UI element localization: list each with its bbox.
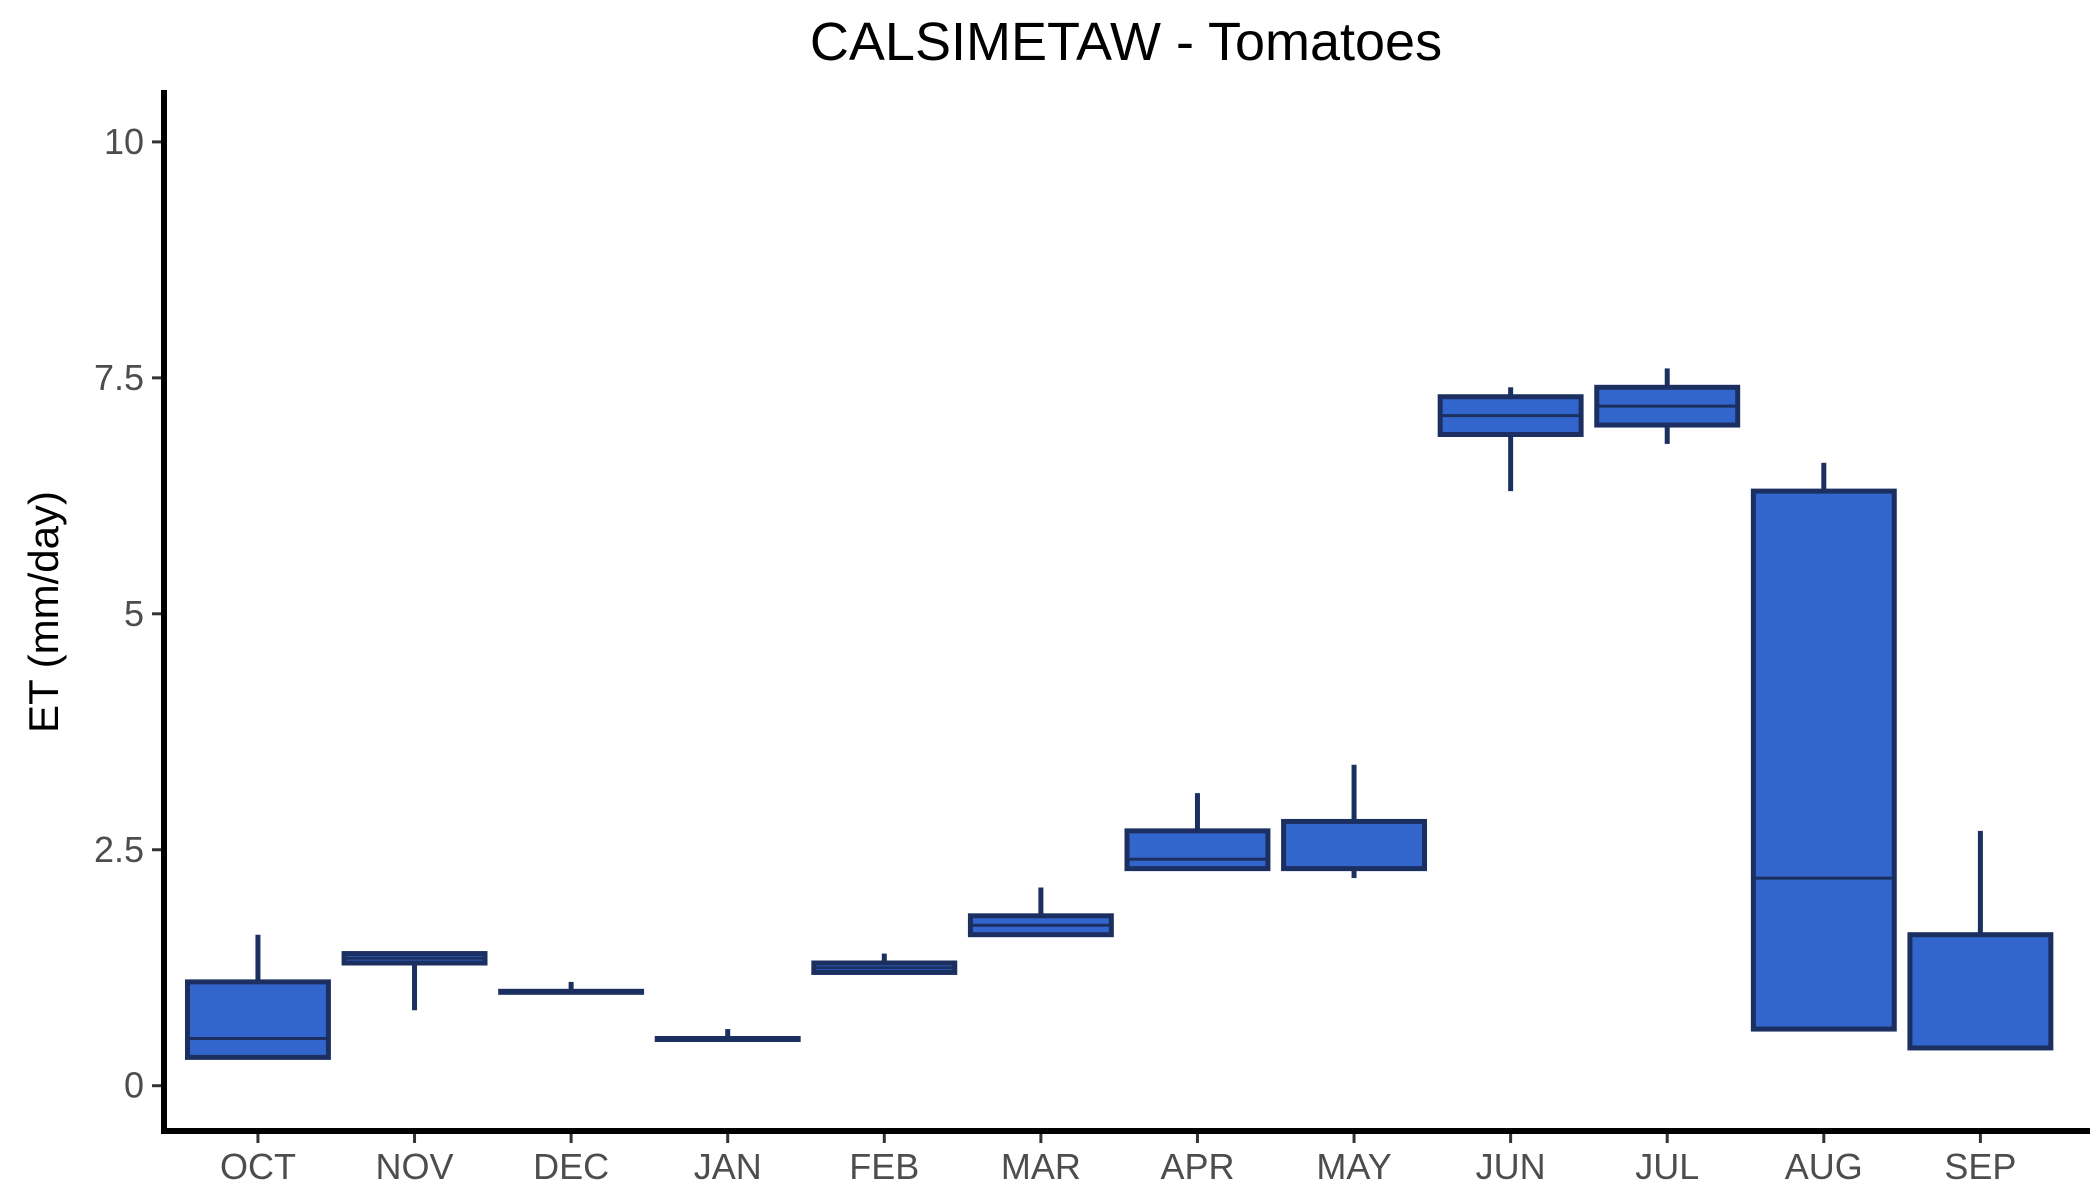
x-tick-label: AUG — [1785, 1146, 1863, 1187]
x-tick-label: JAN — [694, 1146, 762, 1187]
box-feb — [811, 953, 958, 975]
box-jun — [1437, 387, 1584, 492]
box-body — [1750, 488, 1897, 1032]
y-tick-label: 10 — [104, 121, 144, 162]
box-body — [1281, 818, 1428, 872]
x-axis-ticks: OCT NOV DEC JAN FEB MAR APR MAY JUN JUL AUG SEP — [220, 1131, 2016, 1187]
box-jul — [1594, 368, 1741, 444]
x-tick-label: OCT — [220, 1146, 296, 1187]
y-tick-label: 2.5 — [94, 829, 144, 870]
x-tick-label: JUN — [1476, 1146, 1546, 1187]
box-body — [1124, 828, 1271, 872]
box-aug — [1750, 462, 1897, 1032]
x-tick-label: DEC — [533, 1146, 609, 1187]
y-tick-label: 5 — [124, 593, 144, 634]
box-oct — [184, 934, 331, 1060]
box-may — [1281, 764, 1428, 879]
box-body — [1907, 932, 2054, 1051]
x-tick-label: NOV — [376, 1146, 454, 1187]
box-mar — [967, 887, 1114, 938]
x-tick-label: FEB — [849, 1146, 919, 1187]
y-tick-label: 7.5 — [94, 357, 144, 398]
x-tick-label: MAR — [1001, 1146, 1081, 1187]
chart-title: CALSIMETAW - Tomatoes — [810, 12, 1442, 72]
y-axis-title: ET (mm/day) — [20, 491, 67, 733]
box-nov — [341, 951, 488, 1011]
x-tick-label: MAY — [1316, 1146, 1391, 1187]
x-tick-label: APR — [1160, 1146, 1234, 1187]
box-plot-series — [184, 368, 2054, 1060]
y-axis-ticks: 0 2.5 5 7.5 10 — [94, 121, 164, 1106]
box-body — [184, 979, 331, 1060]
box-sep — [1907, 830, 2054, 1051]
x-tick-label: SEP — [1944, 1146, 2016, 1187]
y-tick-label: 0 — [124, 1065, 144, 1106]
box-apr — [1124, 793, 1271, 872]
x-tick-label: JUL — [1635, 1146, 1699, 1187]
box-jan — [654, 1029, 801, 1043]
box-dec — [498, 981, 645, 995]
